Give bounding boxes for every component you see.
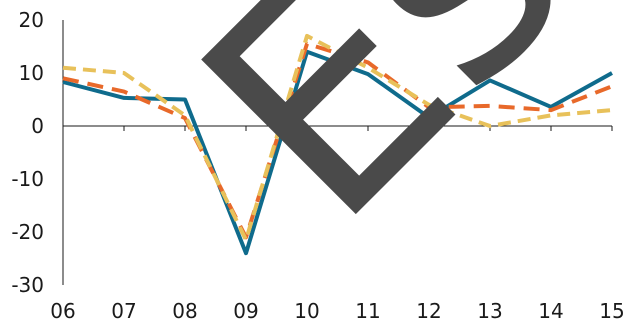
- watermark-text: Esc: [138, 0, 629, 285]
- x-tick-label: 06: [50, 299, 75, 323]
- watermark: Esc: [138, 0, 629, 285]
- y-tick-label: 0: [31, 114, 44, 138]
- y-tick-label: -20: [11, 220, 44, 244]
- x-tick-label: 15: [599, 299, 624, 323]
- y-tick-label: 20: [19, 8, 44, 32]
- axes: [62, 20, 613, 285]
- x-axis-tick-labels: 06 07 08 09 10 11 12 13 14 15: [50, 299, 624, 323]
- x-tick-label: 13: [477, 299, 502, 323]
- x-tick-label: 07: [111, 299, 136, 323]
- y-tick-label: -10: [11, 167, 44, 191]
- x-tick-label: 12: [416, 299, 441, 323]
- series-line-1: [62, 49, 613, 256]
- series-line-3: [62, 33, 613, 242]
- series-layer: [62, 33, 613, 256]
- y-tick-label: -30: [11, 273, 44, 297]
- y-axis-tick-labels: 20 10 0 -10 -20 -30: [11, 8, 44, 297]
- x-tick-label: 08: [172, 299, 197, 323]
- x-tick-label: 11: [355, 299, 380, 323]
- x-tick-label: 14: [538, 299, 563, 323]
- y-tick-label: 10: [19, 61, 44, 85]
- x-tick-label: 09: [233, 299, 258, 323]
- x-tick-label: 10: [294, 299, 319, 323]
